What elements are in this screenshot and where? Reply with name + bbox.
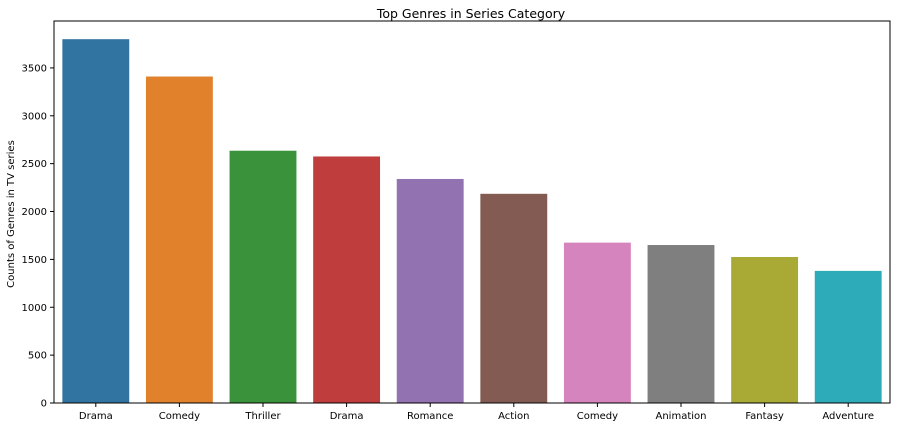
y-axis-label: Counts of Genres in TV series (6, 140, 17, 288)
plot-frame (53, 20, 891, 404)
y-tick-label: 3500 (22, 63, 47, 74)
bar-2 (145, 76, 213, 404)
x-tick-label: Animation (656, 411, 707, 422)
bar-5 (396, 178, 464, 403)
bar-10 (814, 270, 882, 403)
x-tick-label: Thriller (244, 411, 281, 422)
x-tick-label: Comedy (577, 411, 618, 422)
chart-title: Top Genres in Series Category (376, 6, 566, 21)
x-tick-label: Drama (79, 411, 113, 422)
y-tick-label: 1000 (22, 303, 47, 314)
y-tick-label: 1500 (22, 255, 47, 266)
bar-3 (229, 150, 297, 403)
bar-6 (480, 193, 548, 403)
bar-9 (731, 256, 799, 403)
x-axis-ticks: Drama Comedy Thriller Drama Romance Action Com… (79, 403, 874, 422)
y-tick-label: 2500 (22, 159, 47, 170)
y-tick-label: 0 (41, 399, 47, 410)
bars (62, 39, 882, 404)
x-tick-label: Adventure (822, 411, 874, 422)
x-tick-label: Fantasy (745, 411, 784, 422)
x-tick-label: Action (498, 411, 529, 422)
bar-8 (647, 245, 715, 403)
bar-1 (62, 39, 130, 403)
x-tick-label: Comedy (159, 411, 200, 422)
y-tick-label: 3000 (22, 111, 47, 122)
bar-7 (563, 242, 631, 403)
y-tick-label: 500 (28, 351, 47, 362)
y-axis-ticks: 0 500 1000 1500 2000 2500 3000 3500 (22, 63, 54, 410)
x-tick-label: Romance (407, 411, 453, 422)
y-tick-label: 2000 (22, 207, 47, 218)
bar-4 (313, 156, 381, 403)
x-tick-label: Drama (330, 411, 364, 422)
